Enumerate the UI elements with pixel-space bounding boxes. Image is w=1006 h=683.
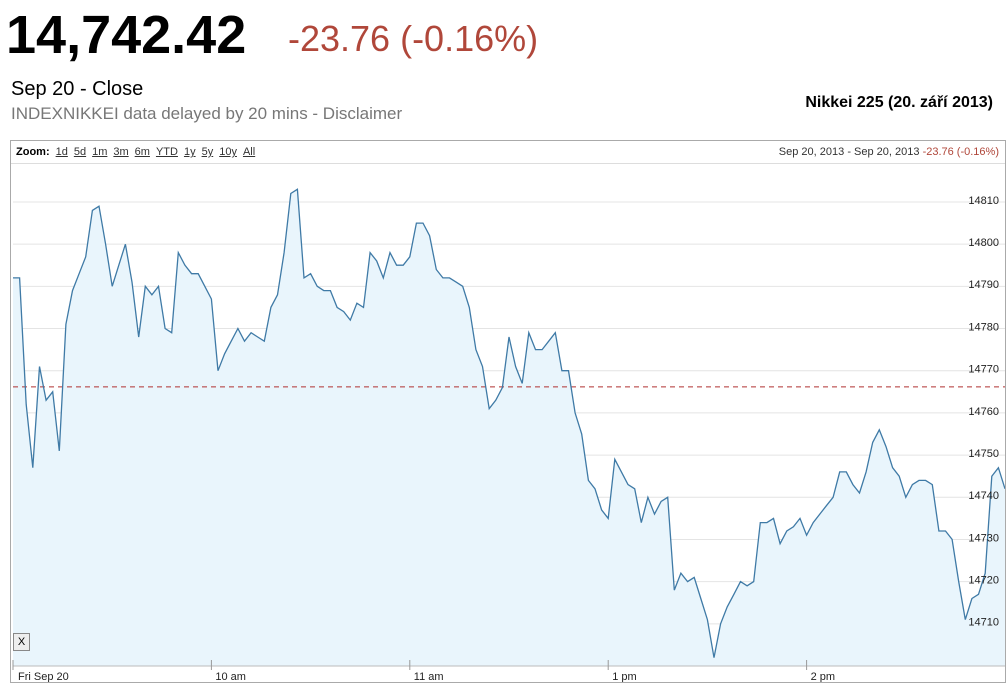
y-tick-label: 14800 — [968, 237, 999, 249]
y-tick-label: 14760 — [968, 406, 999, 418]
zoom-label: Zoom: — [16, 146, 50, 158]
close-button[interactable]: X — [13, 633, 30, 651]
chart-box: 14710 14720 14730 14740 14750 14760 14770 14780… — [10, 140, 1006, 683]
x-tick-label: Fri Sep 20 — [18, 671, 69, 682]
y-tick-label: 14730 — [968, 532, 999, 544]
zoom-link[interactable]: 1y — [183, 146, 196, 158]
status: Sep 20 - Close — [11, 78, 144, 100]
x-tick-label: 1 pm — [612, 671, 636, 682]
y-tick-label: 14750 — [968, 448, 999, 460]
date-range: Sep 20, 2013 - Sep 20, 2013 -23.76 (-0.1… — [779, 146, 999, 158]
y-tick-label: 14770 — [968, 364, 999, 376]
x-tick-label: 11 am — [414, 671, 444, 682]
range-end: Sep 20, 2013 — [854, 146, 920, 158]
range-separator: - — [847, 146, 851, 158]
zoom-link[interactable]: YTD — [155, 146, 178, 158]
y-tick-label: 14740 — [968, 490, 999, 502]
price-change: -23.76 (-0.16%) — [288, 18, 539, 59]
zoom-link[interactable]: 1d — [55, 146, 68, 158]
zoom-link[interactable]: 10y — [219, 146, 237, 158]
x-tick-label: 2 pm — [811, 671, 835, 682]
y-tick-label: 14710 — [968, 617, 999, 629]
y-tick-label: 14790 — [968, 279, 999, 291]
chart-title: Nikkei 225 (20. září 2013) — [805, 94, 993, 111]
price: 14,742.42 — [6, 5, 247, 65]
x-tick-label: 10 am — [215, 671, 246, 682]
zoom-link[interactable]: 6m — [134, 146, 150, 158]
range-start: Sep 20, 2013 — [778, 146, 845, 158]
price-line — [13, 188, 1005, 658]
y-tick-label: 14810 — [968, 195, 999, 207]
range-change: -23.76 (-0.16%) — [922, 146, 999, 158]
toolbar: Zoom: 1d 5d 1m 3m 6m YTD 1y 5y 10y All Sep 20, 201… — [11, 141, 1005, 164]
zoom-link[interactable]: 3m — [113, 146, 129, 158]
y-tick-label: 14720 — [968, 575, 999, 587]
zoom-link[interactable]: All — [242, 146, 256, 158]
zoom-link[interactable]: 5d — [73, 146, 87, 158]
chart: 14710 14720 14730 14740 14750 14760 14770 14780… — [12, 188, 1005, 682]
zoom-link[interactable]: 1m — [92, 146, 108, 158]
zoom-controls: Zoom: 1d 5d 1m 3m 6m YTD 1y 5y 10y All — [16, 146, 261, 158]
area-fill — [13, 189, 1005, 667]
data-note: INDEXNIKKEI data delayed by 20 mins - Di… — [11, 104, 403, 123]
y-tick-label: 14780 — [968, 321, 999, 333]
zoom-link[interactable]: 5y — [201, 146, 214, 158]
